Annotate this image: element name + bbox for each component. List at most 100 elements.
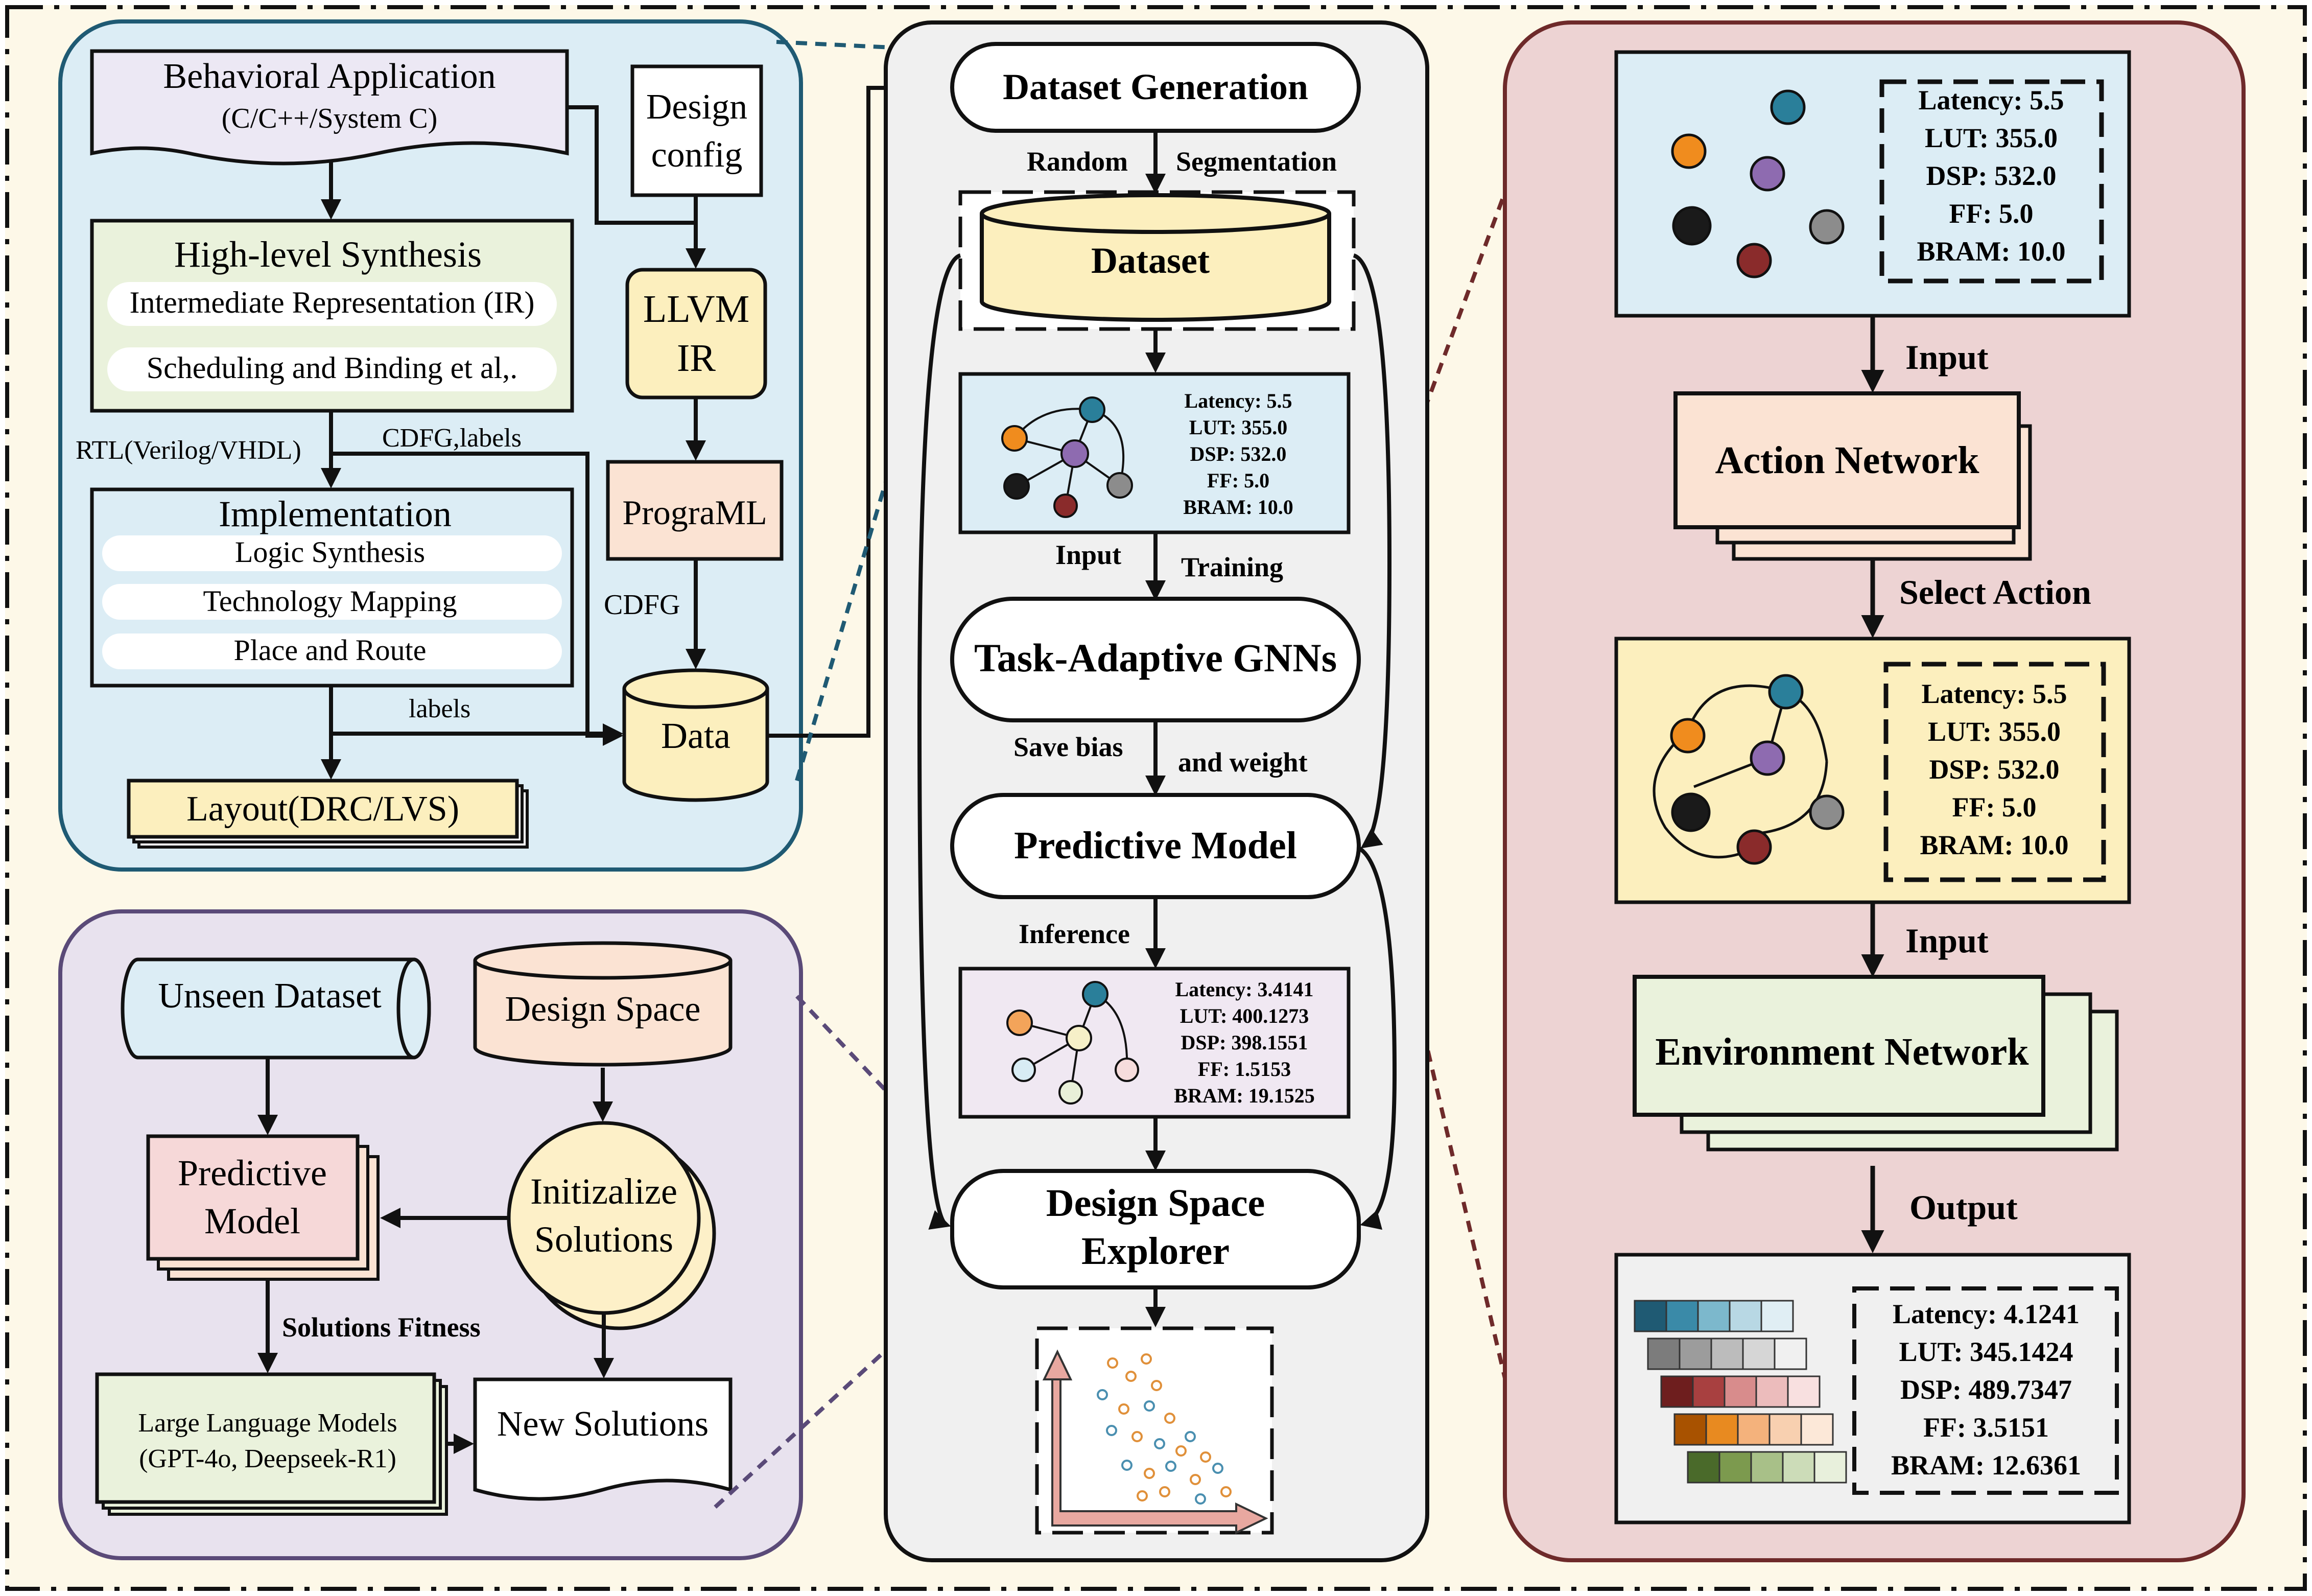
llm-line1: Large Language Models: [138, 1409, 397, 1438]
state-nodes-box: Latency: 5.5 LUT: 355.0 DSP: 532.0 FF: 5…: [1614, 50, 2131, 318]
heatmap-cell: [1660, 1375, 1694, 1408]
ir-step: Intermediate Representation (IR): [129, 286, 534, 319]
hls-arrows: [321, 78, 951, 780]
action-network-block: Action Network: [1673, 391, 2032, 561]
heatmap-cell: [1742, 1337, 1776, 1370]
heatmap-cell: [1647, 1337, 1681, 1370]
dataset-generation-label: Dataset Generation: [1003, 66, 1308, 107]
init-line2: Solutions: [534, 1219, 673, 1260]
scatter-point: [1131, 1431, 1143, 1442]
scatter-point: [1144, 1468, 1155, 1479]
state-node-purple: [1750, 156, 1785, 192]
solutions-fitness-label: Solutions Fitness: [282, 1312, 481, 1343]
heatmap-cell: [1718, 1451, 1752, 1484]
save-bias-label: Save bias: [1013, 732, 1123, 762]
heatmap-cell: [1687, 1451, 1720, 1484]
labels-label: labels: [409, 694, 470, 723]
center-side-arrows: [917, 253, 1397, 1230]
scatter-point: [1175, 1445, 1187, 1457]
scatter-point: [1154, 1438, 1165, 1449]
heatmap-cell: [1755, 1375, 1789, 1408]
dse-arrows: [257, 1058, 614, 1454]
scatter-points: [1097, 1353, 1232, 1505]
graph-node-maroon: [1053, 494, 1078, 518]
pareto-scatter-plot: [1035, 1326, 1274, 1535]
dataset-generation-block: Dataset Generation: [950, 42, 1361, 133]
hls-flow-panel: Behavioral Application (C/C++/System C) …: [58, 19, 951, 872]
metric-bram: BRAM: 10.0: [1917, 236, 2066, 267]
task-gnn-label: Task-Adaptive GNNs: [974, 636, 1337, 680]
heatmap-cell: [1634, 1300, 1667, 1332]
heatmap-cell: [1774, 1337, 1807, 1370]
dse-line2: Explorer: [1081, 1230, 1230, 1273]
programl-label: PrograML: [622, 493, 767, 532]
scatter-point: [1185, 1431, 1196, 1442]
scatter-point: [1097, 1389, 1108, 1400]
inference-label: Inference: [1019, 919, 1130, 949]
graph-node-lightblue: [1011, 1058, 1036, 1082]
select-action-label: Select Action: [1899, 573, 2091, 612]
heatmap-cell: [1760, 1300, 1794, 1332]
cdfg-label: CDFG: [604, 589, 680, 621]
environment-network-block: Environment Network: [1633, 975, 2119, 1152]
segmentation-label: Segmentation: [1176, 146, 1337, 177]
scatter-point: [1164, 1413, 1175, 1424]
scatter-point: [1106, 1425, 1117, 1436]
unseen-dataset-label: Unseen Dataset: [158, 976, 382, 1016]
metric-lut: LUT: 355.0: [1189, 416, 1288, 439]
graph-node-yellow: [1066, 1025, 1092, 1051]
metric-latency: Latency: 5.5: [1919, 85, 2064, 115]
data-cylinder: Data: [622, 668, 769, 802]
predictive-model-block: Predictive Model: [950, 793, 1361, 899]
input-label: Input: [1905, 338, 1989, 377]
heatmap-cell: [1705, 1413, 1739, 1446]
graph-node-black: [1003, 473, 1030, 500]
dataset-label: Dataset: [1091, 240, 1210, 281]
dse-predictive-model-block: Predictive Model: [146, 1134, 380, 1281]
cdfg-labels-label: CDFG,labels: [382, 424, 522, 453]
metric-lut: LUT: 355.0: [1925, 123, 2058, 153]
action-node-teal: [1768, 674, 1804, 710]
programl-block: PrograML: [606, 460, 784, 561]
y-axis-arrow: [1042, 1349, 1268, 1535]
action-node-black: [1671, 792, 1711, 832]
heatmap-cell: [1800, 1413, 1834, 1446]
metric-ff: FF: 1.5153: [1198, 1058, 1291, 1081]
heatmap-cell: [1710, 1337, 1744, 1370]
scatter-point: [1165, 1461, 1176, 1472]
metric-latency: Latency: 3.4141: [1175, 978, 1313, 1001]
and-weight-label: and weight: [1178, 747, 1308, 778]
heatmap-cell: [1729, 1300, 1762, 1332]
action-node-maroon: [1736, 829, 1772, 865]
heatmap-cell: [1692, 1375, 1726, 1408]
metric-lut: LUT: 400.1273: [1180, 1004, 1309, 1027]
heatmap-cell: [1724, 1375, 1757, 1408]
implementation-title: Implementation: [219, 494, 452, 534]
scatter-point: [1107, 1357, 1118, 1369]
scatter-point: [1212, 1463, 1223, 1474]
heatmap-cell: [1665, 1300, 1699, 1332]
dse-predictive-line1: Predictive: [178, 1153, 327, 1193]
graph-node-gray: [1106, 472, 1133, 499]
scatter-point: [1144, 1400, 1155, 1412]
new-solutions-block: New Solutions: [473, 1377, 733, 1501]
place-route-step: Place and Route: [234, 633, 427, 667]
scatter-point: [1200, 1451, 1211, 1463]
training-label: Training: [1181, 552, 1283, 582]
metric-ff: FF: 3.5151: [1923, 1412, 2049, 1443]
metric-bram: BRAM: 10.0: [1183, 496, 1293, 519]
action-node-gray: [1809, 794, 1845, 830]
dse-panel: Unseen Dataset Design Space Predictive M…: [58, 909, 803, 1560]
output-label: Output: [1909, 1188, 2018, 1227]
heatmap-cell: [1768, 1413, 1802, 1446]
input-label: Input: [1905, 921, 1989, 960]
graph-node-orange: [1001, 425, 1028, 452]
llm-line2: (GPT-4o, Deepseek-R1): [139, 1444, 396, 1473]
tech-mapping-step: Technology Mapping: [203, 584, 457, 618]
scheduling-step: Scheduling and Binding et al,.: [147, 351, 518, 385]
selected-action-box: Latency: 5.5 LUT: 355.0 DSP: 532.0 FF: 5…: [1614, 637, 2131, 904]
metric-latency: Latency: 5.5: [1922, 678, 2067, 709]
heatmap-cell: [1679, 1337, 1712, 1370]
metric-ff: FF: 5.0: [1952, 792, 2037, 823]
state-node-maroon: [1736, 243, 1772, 278]
